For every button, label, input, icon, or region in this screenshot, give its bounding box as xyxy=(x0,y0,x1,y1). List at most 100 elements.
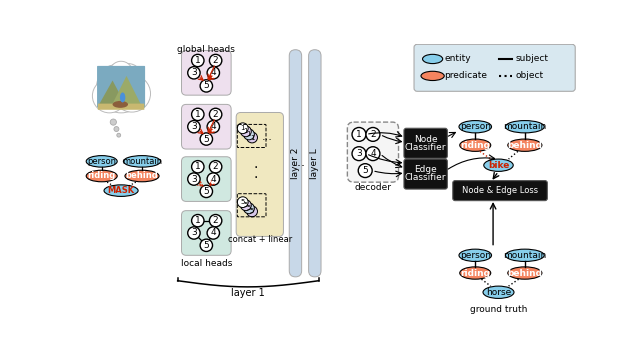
Text: entity: entity xyxy=(444,54,471,64)
Text: local heads: local heads xyxy=(180,258,232,268)
Text: global heads: global heads xyxy=(177,45,236,54)
Circle shape xyxy=(92,79,127,113)
Text: Node & Edge Loss: Node & Edge Loss xyxy=(462,186,538,195)
Text: 3: 3 xyxy=(191,175,197,184)
Circle shape xyxy=(209,215,222,227)
Circle shape xyxy=(114,64,142,91)
Text: behind: behind xyxy=(125,171,158,180)
Text: riding: riding xyxy=(460,141,490,150)
Text: 3: 3 xyxy=(356,149,362,158)
Circle shape xyxy=(358,164,372,178)
Ellipse shape xyxy=(460,139,491,151)
Text: 2: 2 xyxy=(370,130,376,139)
Circle shape xyxy=(188,227,200,239)
Circle shape xyxy=(366,147,380,160)
Circle shape xyxy=(244,129,254,140)
Text: Classifier: Classifier xyxy=(405,173,447,182)
Circle shape xyxy=(200,185,212,197)
Ellipse shape xyxy=(113,101,128,108)
Text: ·: · xyxy=(253,171,258,185)
FancyBboxPatch shape xyxy=(97,66,145,107)
Text: 3: 3 xyxy=(191,228,197,237)
Text: horse: horse xyxy=(486,288,511,297)
Circle shape xyxy=(191,160,204,173)
Circle shape xyxy=(209,160,222,173)
Polygon shape xyxy=(111,76,142,107)
Circle shape xyxy=(209,54,222,67)
Circle shape xyxy=(246,132,257,143)
Text: 1: 1 xyxy=(241,125,245,131)
FancyBboxPatch shape xyxy=(452,181,547,201)
Text: 2: 2 xyxy=(213,162,218,171)
Text: 1: 1 xyxy=(246,131,252,138)
Text: riding: riding xyxy=(88,171,116,180)
Text: MASK: MASK xyxy=(108,186,134,195)
Text: 1: 1 xyxy=(250,135,254,140)
Circle shape xyxy=(110,119,116,125)
FancyBboxPatch shape xyxy=(98,103,145,110)
Text: 2: 2 xyxy=(213,216,218,225)
Circle shape xyxy=(191,54,204,67)
Circle shape xyxy=(352,147,366,160)
Text: layer L: layer L xyxy=(310,148,319,179)
Text: 2: 2 xyxy=(213,56,218,65)
Circle shape xyxy=(366,127,380,141)
Text: 4: 4 xyxy=(211,228,216,237)
Circle shape xyxy=(100,65,128,93)
Ellipse shape xyxy=(125,170,159,182)
Text: 5: 5 xyxy=(241,199,245,205)
Text: person: person xyxy=(460,122,491,131)
Circle shape xyxy=(188,67,200,79)
Text: 5: 5 xyxy=(362,166,368,175)
Text: 2: 2 xyxy=(213,110,218,119)
Text: bike: bike xyxy=(488,161,509,170)
FancyBboxPatch shape xyxy=(182,157,231,201)
FancyBboxPatch shape xyxy=(289,50,301,277)
Circle shape xyxy=(113,75,150,112)
Ellipse shape xyxy=(508,139,542,151)
Text: 4: 4 xyxy=(211,122,216,131)
FancyBboxPatch shape xyxy=(182,211,231,255)
Circle shape xyxy=(191,108,204,121)
Circle shape xyxy=(237,123,248,134)
FancyBboxPatch shape xyxy=(404,128,447,158)
Circle shape xyxy=(241,200,252,211)
FancyBboxPatch shape xyxy=(236,113,284,236)
Text: layer 1: layer 1 xyxy=(231,288,265,298)
Text: 5: 5 xyxy=(204,135,209,143)
Circle shape xyxy=(188,121,200,133)
Circle shape xyxy=(237,197,248,208)
Text: person: person xyxy=(87,157,116,166)
Text: mountain: mountain xyxy=(503,251,547,260)
Text: 4: 4 xyxy=(211,175,216,184)
Circle shape xyxy=(207,173,220,185)
Text: 1: 1 xyxy=(356,130,362,139)
Text: concat + linear: concat + linear xyxy=(228,235,292,244)
Circle shape xyxy=(207,121,220,133)
Text: predicate: predicate xyxy=(444,72,487,80)
FancyBboxPatch shape xyxy=(182,105,231,149)
Ellipse shape xyxy=(506,121,544,133)
Ellipse shape xyxy=(483,286,514,298)
Ellipse shape xyxy=(459,249,492,261)
Circle shape xyxy=(207,227,220,239)
Circle shape xyxy=(209,108,222,121)
Ellipse shape xyxy=(506,249,544,261)
FancyBboxPatch shape xyxy=(308,50,321,277)
FancyBboxPatch shape xyxy=(348,122,399,182)
Ellipse shape xyxy=(104,185,138,196)
Circle shape xyxy=(96,64,146,113)
Ellipse shape xyxy=(421,71,444,81)
Polygon shape xyxy=(98,81,127,107)
Text: 1: 1 xyxy=(195,162,201,171)
Text: decoder: decoder xyxy=(355,183,392,192)
Text: 5: 5 xyxy=(247,205,251,211)
Text: ·: · xyxy=(253,161,258,175)
Text: 4: 4 xyxy=(211,68,216,77)
Ellipse shape xyxy=(460,267,491,279)
Circle shape xyxy=(207,67,220,79)
Text: Node: Node xyxy=(414,135,438,143)
Text: Edge: Edge xyxy=(414,164,437,174)
Text: person: person xyxy=(460,251,491,260)
Text: Classifier: Classifier xyxy=(405,143,447,152)
